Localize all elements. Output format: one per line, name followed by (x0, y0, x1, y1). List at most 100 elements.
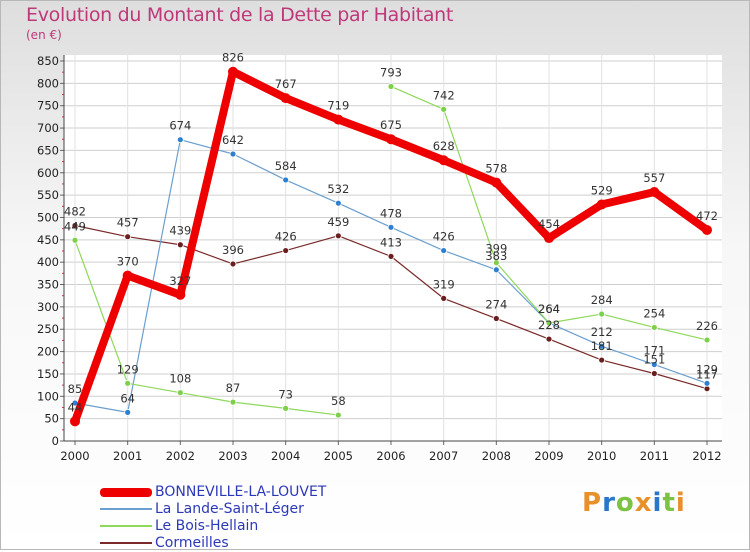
data-point (440, 105, 448, 113)
logo-letter: i (652, 488, 663, 518)
legend-label: La Lande-Saint-Léger (155, 501, 304, 517)
data-point (386, 134, 396, 145)
data-label: 529 (591, 184, 613, 198)
series-line-segment (495, 317, 550, 340)
data-label: 226 (696, 319, 718, 333)
data-label: 472 (696, 209, 718, 223)
series-line-segment (601, 313, 655, 329)
data-point (71, 236, 79, 244)
data-point (122, 270, 133, 281)
data-label: 181 (591, 339, 613, 353)
y-tick-label: 150 (37, 367, 59, 381)
x-tick-label: 2010 (587, 449, 616, 463)
legend-label: Le Bois-Hellain (155, 518, 259, 534)
series-line-segment (387, 135, 448, 165)
series-line-segment (653, 326, 708, 341)
series-line-segment (390, 85, 445, 110)
data-point (282, 404, 290, 412)
data-label: 73 (278, 387, 293, 401)
series-line-segment (179, 139, 234, 155)
data-point (334, 232, 342, 240)
series-line-segment (492, 178, 553, 243)
y-tick-label: 50 (44, 412, 59, 426)
data-label: 459 (327, 215, 349, 229)
series-line-segment (443, 249, 497, 271)
data-point (387, 83, 395, 90)
data-point (650, 370, 658, 377)
data-label: 767 (275, 77, 297, 91)
data-point (492, 259, 500, 267)
data-label: 454 (538, 217, 560, 231)
series-line-segment (229, 67, 290, 103)
data-label: 87 (226, 381, 241, 395)
data-label: 793 (380, 65, 402, 79)
data-label: 578 (485, 162, 507, 176)
data-label: 171 (643, 344, 665, 358)
data-label: 642 (222, 133, 244, 147)
x-tick-label: 2009 (534, 449, 563, 463)
x-tick-label: 2005 (324, 449, 353, 463)
unit-label: (en €) (26, 28, 62, 42)
y-tick-label: 400 (37, 255, 59, 269)
series-line-segment (653, 363, 708, 384)
y-tick-label: 800 (37, 76, 59, 90)
data-point (70, 416, 80, 427)
data-point (440, 294, 448, 302)
data-point (703, 336, 711, 344)
data-point (175, 289, 186, 300)
data-point (334, 411, 342, 419)
series-line-segment (443, 108, 497, 264)
series-line-segment (127, 382, 181, 394)
y-tick-label: 100 (37, 389, 59, 403)
series-line-segment (390, 226, 445, 252)
data-label: 108 (169, 372, 191, 386)
data-label: 719 (327, 99, 349, 113)
logo-letter: P (582, 488, 603, 518)
data-point (124, 408, 132, 416)
data-point (334, 199, 342, 207)
data-label: 674 (169, 119, 191, 133)
data-point (650, 361, 658, 368)
series-line-segment (176, 67, 237, 299)
data-point (282, 176, 290, 184)
data-point (229, 150, 237, 158)
data-point (703, 379, 711, 387)
series-line-segment (597, 187, 659, 209)
data-label: 44 (68, 400, 83, 414)
logo-letter: r (602, 488, 616, 518)
data-label: 254 (643, 306, 665, 320)
series-line-segment (127, 236, 181, 246)
data-label: 212 (591, 325, 613, 339)
data-point (124, 379, 132, 387)
data-label: 117 (696, 368, 718, 382)
data-label: 532 (327, 182, 349, 196)
data-label: 264 (538, 302, 560, 316)
data-label: 478 (380, 206, 402, 220)
data-label: 439 (169, 224, 191, 238)
y-tick-label: 550 (37, 188, 59, 202)
data-label: 64 (120, 391, 135, 405)
data-point (650, 324, 658, 331)
logo-letter: i (675, 488, 686, 518)
data-point (333, 114, 344, 125)
series-line-segment (495, 262, 550, 324)
series-line-segment (71, 271, 132, 426)
x-tick-label: 2002 (166, 449, 195, 463)
series-line-segment (653, 372, 708, 390)
data-point (387, 252, 395, 260)
series-line-segment (548, 313, 603, 324)
chart-title: Evolution du Montant de la Dette par Hab… (26, 4, 454, 26)
series-line-segment (285, 179, 339, 204)
data-point (545, 319, 553, 327)
logo-letter: x (634, 488, 653, 518)
x-tick-label: 2006 (376, 449, 405, 463)
data-label: 482 (64, 205, 86, 219)
series-line-segment (337, 235, 392, 257)
x-tick-label: 2004 (271, 449, 300, 463)
x-tick-label: 2003 (218, 449, 247, 463)
data-point (71, 222, 79, 229)
data-point (598, 342, 606, 350)
series-line-segment (123, 271, 185, 299)
y-tick-label: 850 (37, 54, 59, 68)
